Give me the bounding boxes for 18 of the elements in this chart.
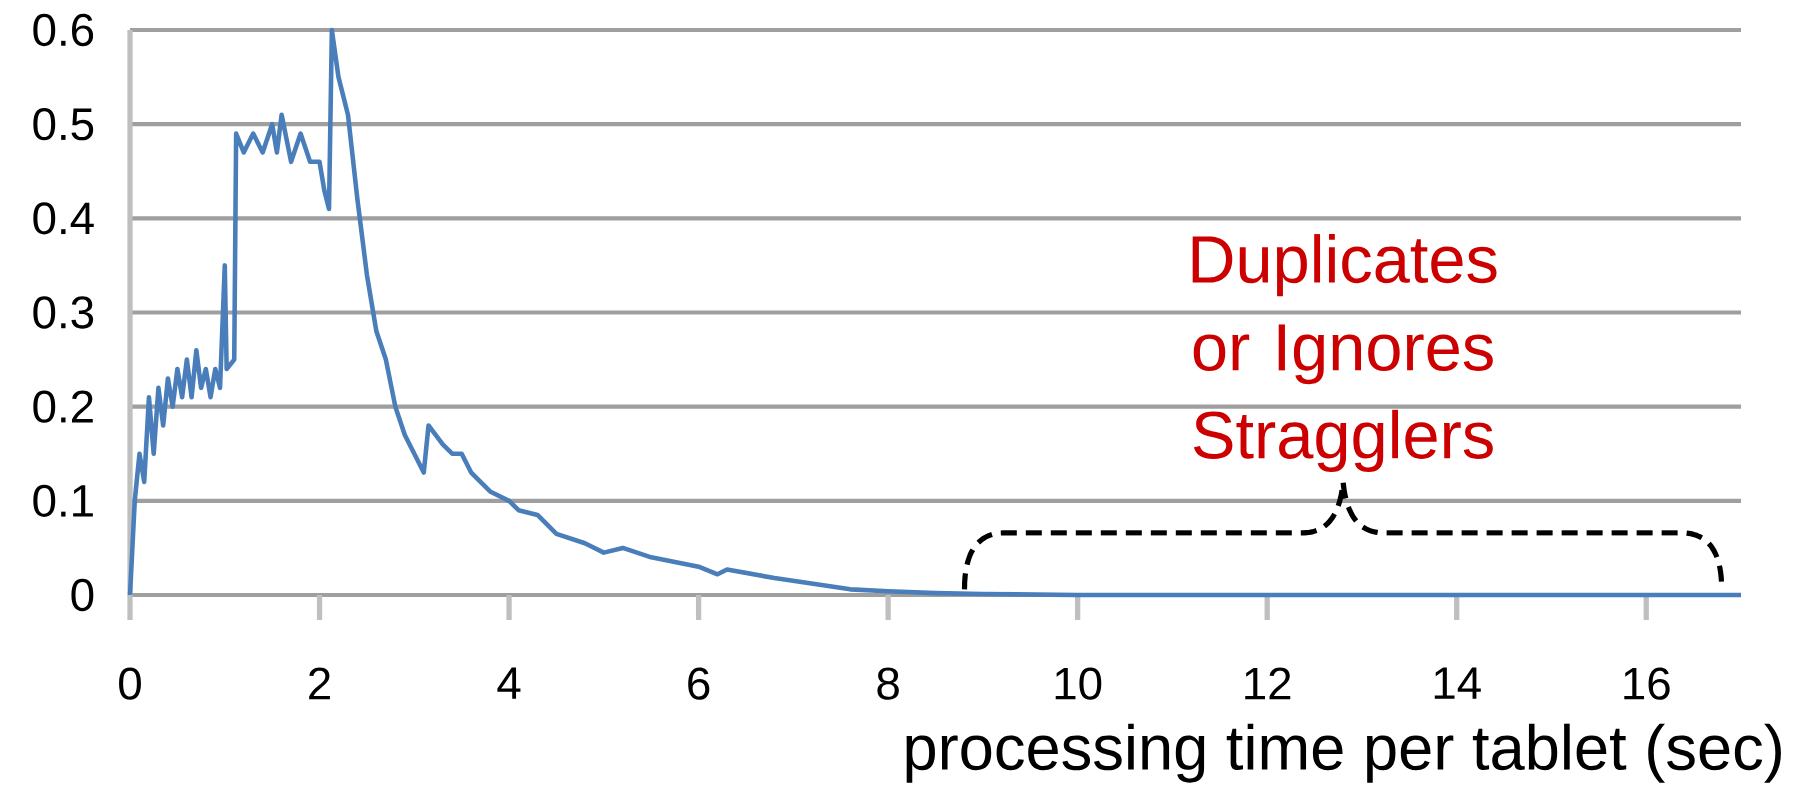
x-tick-label: 8: [877, 667, 899, 700]
y-tick-label: 0.1: [33, 484, 93, 517]
x-tick-label: 10: [1055, 667, 1102, 700]
y-tick-label: 0.6: [33, 13, 94, 47]
x-tick-label: 2: [309, 667, 330, 700]
annotation: Duplicates or Ignores Stragglers: [1192, 234, 1497, 473]
y-tick-label: 0.4: [33, 202, 94, 235]
y-tick-label: 0.5: [33, 107, 94, 141]
y-tick-label: 0: [71, 578, 94, 612]
x-tick-label: 6: [688, 667, 710, 700]
x-tick-label: 14: [1434, 667, 1481, 699]
x-tick-label: 12: [1245, 667, 1291, 700]
x-tick-label: 4: [497, 667, 521, 699]
x-tick-label: 16: [1624, 667, 1670, 700]
y-tick-label: 0.2: [33, 390, 93, 423]
x-tick-label: 0: [119, 667, 141, 700]
x-axis-title: processing time per tablet (sec): [906, 723, 1781, 783]
y-tick-label: 0.3: [33, 296, 94, 329]
